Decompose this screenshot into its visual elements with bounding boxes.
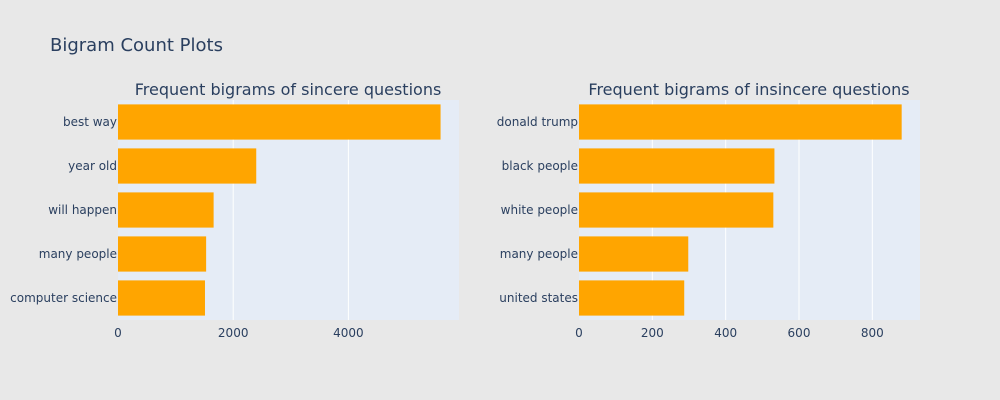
sincere-x-tick-label: 0 [114, 326, 122, 340]
insincere-chart: donald trump black people white people many… [497, 80, 920, 340]
insincere-y-tick-label: united states [499, 291, 578, 305]
sincere-chart-title: Frequent bigrams of sincere questions [135, 80, 442, 99]
insincere-x-tick-label: 800 [861, 326, 884, 340]
sincere-bars [118, 104, 441, 316]
sincere-y-tick-label: many people [39, 247, 117, 261]
insincere-bar [579, 236, 689, 272]
sincere-bar [118, 148, 257, 184]
figure-title: Bigram Count Plots [50, 35, 223, 56]
insincere-bars [579, 104, 902, 316]
insincere-y-tick-label: many people [500, 247, 578, 261]
sincere-y-tick-label: best way [63, 115, 117, 129]
sincere-bar [118, 104, 441, 140]
insincere-x-tick-label: 400 [714, 326, 737, 340]
insincere-y-tick-label: white people [501, 203, 578, 217]
insincere-bar [579, 148, 775, 184]
insincere-bar [579, 104, 902, 140]
sincere-x-tick-label: 2000 [218, 326, 249, 340]
insincere-x-tick-label: 200 [641, 326, 664, 340]
insincere-bar [579, 192, 774, 228]
insincere-bar [579, 280, 685, 316]
insincere-y-tick-labels: donald trump black people white people many… [497, 115, 578, 305]
sincere-y-tick-label: computer science [10, 291, 117, 305]
insincere-y-tick-label: donald trump [497, 115, 578, 129]
sincere-bar [118, 192, 214, 228]
sincere-y-tick-label: year old [68, 159, 117, 173]
sincere-chart: best way year old will happen many people co… [10, 80, 459, 340]
sincere-bar [118, 236, 207, 272]
sincere-y-tick-label: will happen [48, 203, 117, 217]
insincere-x-tick-label: 600 [788, 326, 811, 340]
insincere-chart-title: Frequent bigrams of insincere questions [588, 80, 909, 99]
sincere-x-tick-labels: 0 2000 4000 [114, 326, 363, 340]
sincere-y-tick-labels: best way year old will happen many people co… [10, 115, 117, 305]
insincere-x-tick-labels: 0 200 400 600 800 [575, 326, 884, 340]
sincere-x-tick-label: 4000 [333, 326, 364, 340]
insincere-x-tick-label: 0 [575, 326, 583, 340]
sincere-bar [118, 280, 205, 316]
insincere-y-tick-label: black people [502, 159, 578, 173]
